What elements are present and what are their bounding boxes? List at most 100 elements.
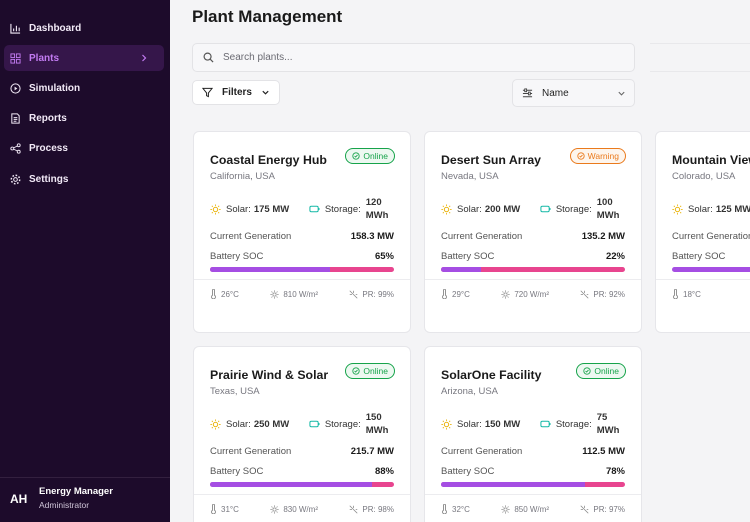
plant-header: SolarOne Facility Arizona, USA	[441, 366, 569, 399]
icon	[4, 23, 29, 34]
solar-value: 150 MW	[484, 418, 521, 430]
nav-item[interactable]: Process	[4, 136, 164, 162]
soc-row: Battery SOC 22%	[441, 251, 625, 262]
capacity-row: Solar: 175 MW Storage: 120 MWh	[210, 193, 394, 225]
generation-row: Current Generation 135.2 MW	[441, 231, 625, 242]
nav-item[interactable]: Reports	[4, 106, 164, 132]
solar-value: 175 MW	[253, 203, 290, 215]
search-box[interactable]: Search plants...	[192, 43, 635, 72]
plant-footer: 26°C 810 W/m² PR: 99%	[194, 279, 410, 299]
filters-button[interactable]: Filters	[192, 80, 280, 105]
nav-item[interactable]: Dashboard	[4, 15, 164, 41]
plant-card[interactable]: SolarOne Facility Arizona, USA Online Solar…	[424, 346, 642, 522]
temperature: 18°C	[672, 289, 701, 299]
generation-label: Current Generation	[210, 446, 292, 457]
plant-name: SolarOne Facility	[441, 368, 542, 382]
performance-ratio: PR: 92%	[580, 289, 625, 299]
icon	[4, 143, 29, 154]
sort-select[interactable]: Name	[512, 79, 635, 107]
soc-bar	[441, 482, 625, 487]
plant-location: Texas, USA	[210, 386, 260, 397]
icon	[441, 504, 448, 514]
soc-fill	[210, 267, 330, 272]
plant-footer: 18°C	[656, 279, 750, 299]
status-text: Warning	[587, 151, 619, 161]
solar-label: Solar:	[688, 203, 713, 215]
performance-ratio-value: PR: 99%	[362, 289, 394, 299]
nav-item[interactable]: Simulation	[4, 75, 164, 101]
icon	[210, 504, 217, 514]
plant-body: Solar: 150 MW Storage: 75 MWh Current Genera…	[441, 408, 625, 487]
storage-value: 150 MWh	[365, 412, 389, 436]
status-badge: Online	[576, 363, 626, 379]
plant-footer: 31°C 830 W/m² PR: 98%	[194, 494, 410, 514]
plant-header: Desert Sun Array Nevada, USA	[441, 151, 569, 184]
icon	[441, 203, 452, 215]
nav-label: Reports	[29, 113, 67, 125]
generation-value: 112.5 MW	[582, 446, 625, 457]
status-badge: Online	[345, 148, 395, 164]
sidebar: AH Energy Manager Administrator Dashboar…	[0, 0, 170, 522]
icon	[349, 504, 358, 514]
performance-ratio: PR: 99%	[349, 289, 394, 299]
icon	[270, 289, 279, 299]
nav-label: Settings	[29, 173, 69, 185]
irradiance: 720 W/m²	[501, 289, 549, 299]
storage-value: 100 MWh	[596, 197, 620, 221]
icon	[134, 54, 156, 62]
plant-card[interactable]: Coastal Energy Hub California, USA Online S…	[193, 131, 411, 333]
generation-value: 215.7 MW	[350, 446, 394, 457]
plant-header: Prairie Wind & Solar Texas, USA	[210, 366, 338, 399]
plant-card[interactable]: Desert Sun Array Nevada, USA Warning Solar:…	[424, 131, 642, 333]
soc-value: 78%	[605, 466, 625, 477]
irradiance-value: 810 W/m²	[283, 289, 318, 299]
soc-label: Battery SOC	[210, 466, 264, 477]
status-text: Online	[363, 151, 388, 161]
irradiance: 810 W/m²	[270, 289, 318, 299]
temperature-value: 29°C	[452, 289, 470, 299]
plant-card[interactable]: Mountain View Solar Colorado, USA Solar:12…	[655, 131, 750, 333]
status-badge: Online	[345, 363, 395, 379]
nav-item[interactable]: Settings	[4, 166, 164, 192]
performance-ratio: PR: 97%	[580, 504, 625, 514]
icon	[441, 289, 448, 299]
icon	[583, 367, 592, 375]
plant-body: Solar: 250 MW Storage: 150 MWh Current Gener…	[210, 408, 394, 487]
nav-label: Process	[29, 143, 68, 155]
solar-label: Solar:	[457, 418, 482, 430]
icon	[210, 289, 217, 299]
temperature-value: 32°C	[452, 504, 470, 514]
temperature: 29°C	[441, 289, 470, 299]
soc-fill	[441, 482, 585, 487]
user-panel[interactable]: AH Energy Manager Administrator	[0, 477, 170, 522]
plant-header: Coastal Energy Hub California, USA	[210, 151, 338, 184]
capacity-row: Solar: 250 MW Storage: 150 MWh	[210, 408, 394, 440]
search-placeholder: Search plants...	[223, 52, 293, 63]
plant-name: Mountain View Solar	[672, 153, 750, 167]
generation-label: Current Generation	[672, 231, 750, 242]
generation-row: Current Generation	[672, 231, 750, 242]
soc-row: Battery SOC	[672, 251, 750, 262]
soc-label: Battery SOC	[672, 251, 726, 262]
icon	[540, 420, 551, 428]
icon	[577, 152, 585, 160]
toolbar-space	[650, 43, 750, 72]
icon	[672, 203, 683, 215]
page-title: Plant Management	[192, 7, 343, 26]
soc-value: 22%	[605, 251, 625, 262]
plant-card[interactable]: Prairie Wind & Solar Texas, USA Online Sola…	[193, 346, 411, 522]
soc-bar	[441, 267, 625, 272]
icon	[580, 504, 589, 514]
icon	[309, 205, 320, 213]
performance-ratio-value: PR: 92%	[593, 289, 625, 299]
temperature-value: 26°C	[221, 289, 239, 299]
generation-value: 135.2 MW	[581, 231, 625, 242]
storage-label: Storage:	[324, 203, 361, 215]
soc-value: 88%	[374, 466, 394, 477]
nav-item[interactable]: Plants	[4, 45, 164, 72]
soc-fill	[441, 267, 482, 272]
icon	[349, 289, 358, 299]
icon	[309, 420, 320, 428]
irradiance: 850 W/m²	[501, 504, 549, 514]
